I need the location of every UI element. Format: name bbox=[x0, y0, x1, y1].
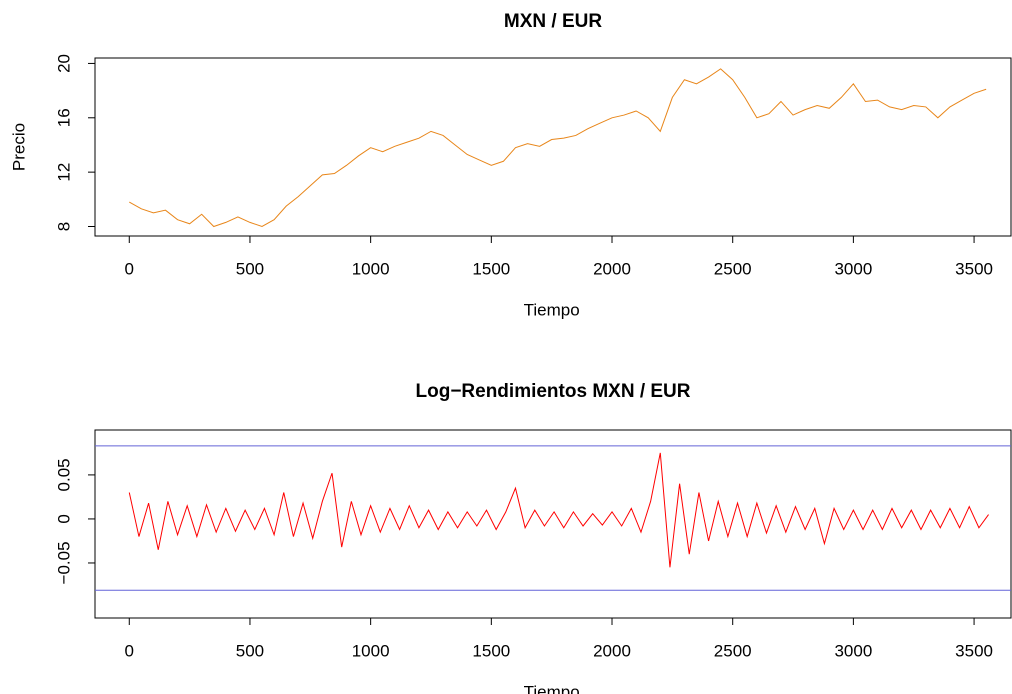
y-tick-label: 20 bbox=[54, 54, 73, 73]
y-tick-label: 0.05 bbox=[54, 458, 73, 491]
x-tick-label: 3000 bbox=[834, 641, 872, 660]
y-axis-label: Precio bbox=[9, 123, 28, 171]
x-tick-label: 2000 bbox=[593, 641, 631, 660]
y-tick-label: 0 bbox=[54, 514, 73, 523]
x-tick-label: 500 bbox=[236, 259, 264, 278]
y-tick-label: −0.05 bbox=[54, 541, 73, 584]
x-tick-label: 0 bbox=[125, 641, 134, 660]
x-tick-label: 2500 bbox=[714, 641, 752, 660]
x-tick-label: 500 bbox=[236, 641, 264, 660]
chart-title: MXN / EUR bbox=[504, 11, 602, 32]
x-tick-label: 1000 bbox=[352, 259, 390, 278]
x-tick-label: 0 bbox=[125, 259, 134, 278]
x-tick-label: 2000 bbox=[593, 259, 631, 278]
x-axis-label: Tiempo bbox=[524, 682, 580, 694]
y-tick-label: 16 bbox=[54, 108, 73, 127]
x-tick-label: 1000 bbox=[352, 641, 390, 660]
x-tick-label: 3500 bbox=[955, 641, 993, 660]
x-tick-label: 3500 bbox=[955, 259, 993, 278]
chart-title: Log−Rendimientos MXN / EUR bbox=[416, 381, 691, 402]
x-tick-label: 3000 bbox=[834, 259, 872, 278]
y-tick-label: 12 bbox=[54, 163, 73, 182]
series-line bbox=[129, 68, 987, 228]
x-tick-label: 1500 bbox=[472, 259, 510, 278]
plot-frame bbox=[94, 57, 1012, 237]
x-axis-label: Tiempo bbox=[524, 300, 580, 319]
x-tick-label: 2500 bbox=[714, 259, 752, 278]
x-tick-label: 1500 bbox=[472, 641, 510, 660]
y-tick-label: 8 bbox=[54, 222, 73, 231]
series-line bbox=[128, 452, 989, 568]
